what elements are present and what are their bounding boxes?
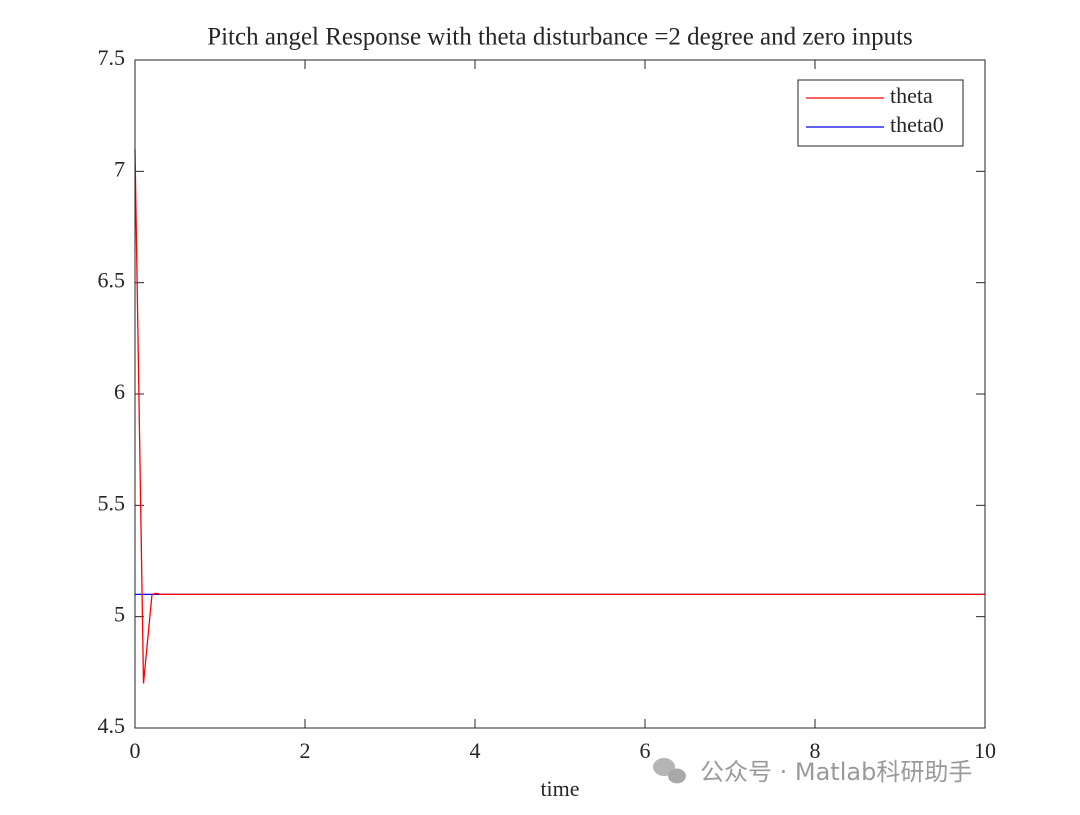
chart-title: Pitch angel Response with theta disturba… <box>207 24 913 51</box>
y-tick-label: 7.5 <box>98 45 126 70</box>
y-tick-label: 5.5 <box>98 490 126 515</box>
legend-box <box>797 79 964 147</box>
watermark: 公众号 · Matlab科研助手 <box>653 758 972 786</box>
watermark-icon <box>668 768 686 784</box>
y-tick-label: 6.5 <box>98 268 126 293</box>
watermark-text: 公众号 · Matlab科研助手 <box>700 758 972 786</box>
legend: theta theta0 <box>797 79 964 147</box>
x-tick-label: 6 <box>640 738 651 763</box>
x-tick-label: 2 <box>300 738 311 763</box>
x-tick-label: 10 <box>974 738 996 763</box>
y-tick-label: 7 <box>114 156 125 181</box>
watermark-icon <box>653 758 675 776</box>
line-series <box>134 149 985 684</box>
y-tick-label: 6 <box>114 379 125 404</box>
legend-label: theta0 <box>890 112 944 137</box>
x-tick-label: 4 <box>470 738 481 763</box>
y-tick-label: 4.5 <box>98 713 126 738</box>
legend-label: theta <box>890 83 933 108</box>
x-axis-label: time <box>540 776 579 801</box>
y-tick-label: 5 <box>114 602 125 627</box>
x-tick-label: 0 <box>130 738 141 763</box>
x-tick-label: 8 <box>810 738 821 763</box>
plot-frame <box>134 59 986 729</box>
